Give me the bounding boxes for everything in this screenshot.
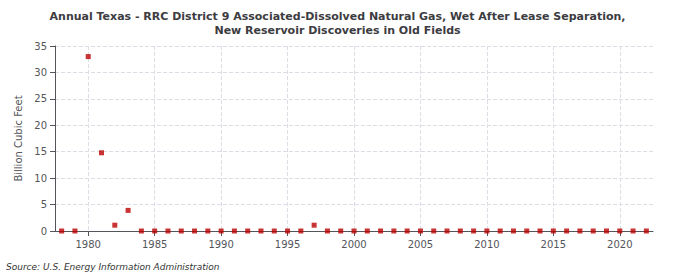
svg-text:2000: 2000 [341,239,366,250]
svg-text:5: 5 [41,199,47,210]
svg-text:Billion Cubic Feet: Billion Cubic Feet [13,95,24,181]
svg-text:Source: U.S. Energy Informatio: Source: U.S. Energy Information Administ… [6,262,220,272]
svg-text:25: 25 [34,93,47,104]
svg-text:2005: 2005 [408,239,433,250]
svg-text:1995: 1995 [275,239,300,250]
svg-text:1985: 1985 [142,239,167,250]
svg-text:2015: 2015 [541,239,566,250]
svg-text:1990: 1990 [208,239,233,250]
svg-text:15: 15 [34,146,47,157]
svg-text:2010: 2010 [474,239,499,250]
svg-text:30: 30 [34,67,47,78]
svg-text:Annual Texas - RRC District 9: Annual Texas - RRC District 9 Associated… [50,10,626,23]
svg-text:20: 20 [34,120,47,131]
svg-text:10: 10 [34,173,47,184]
svg-text:New Reservoir Discoveries in O: New Reservoir Discoveries in Old Fields [214,24,461,37]
svg-text:0: 0 [41,226,47,237]
svg-text:2020: 2020 [607,239,632,250]
svg-text:35: 35 [34,41,47,52]
svg-text:1980: 1980 [75,239,100,250]
